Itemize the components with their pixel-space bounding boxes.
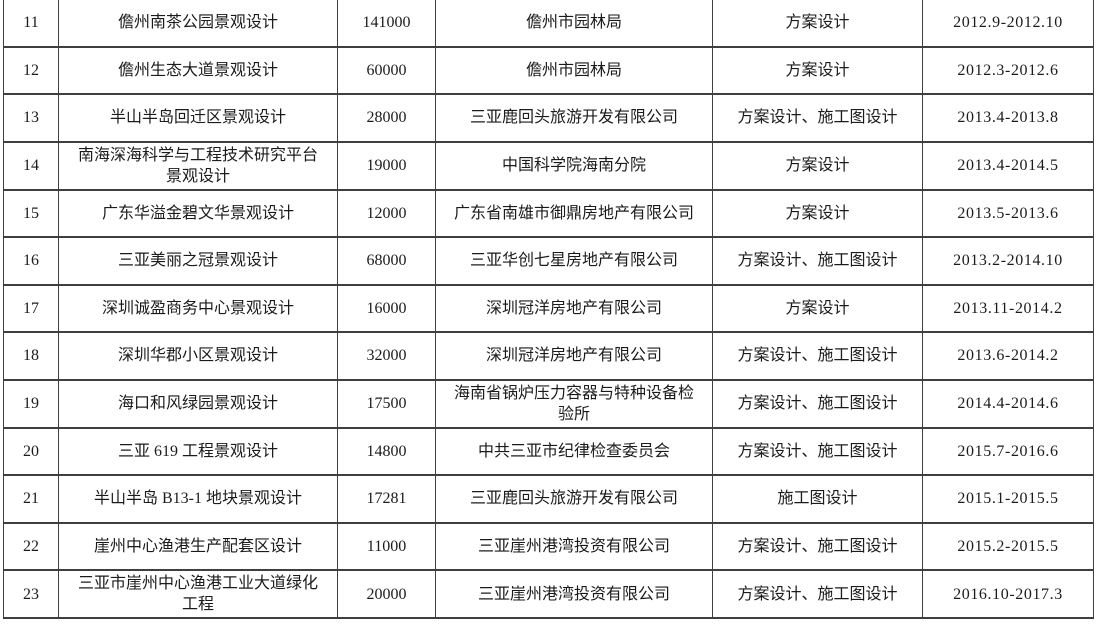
cell-project-name: 崖州中心渔港生产配套区设计	[58, 521, 338, 571]
cell-project-name: 半山半岛 B13-1 地块景观设计	[58, 474, 338, 524]
cell-design-scope: 方案设计	[712, 45, 923, 95]
cell-project-name: 三亚美丽之冠景观设计	[58, 236, 338, 286]
cell-time-period: 2015.2-2015.5	[922, 521, 1094, 571]
cell-client-name: 中共三亚市纪律检查委员会	[435, 426, 713, 476]
cell-project-name: 广东华溢金碧文华景观设计	[58, 188, 338, 238]
cell-project-name: 三亚 619 工程景观设计	[58, 426, 338, 476]
cell-project-name: 儋州生态大道景观设计	[58, 45, 338, 95]
table-row: 13 半山半岛回迁区景观设计 28000 三亚鹿回头旅游开发有限公司 方案设计、施工图设…	[3, 93, 1094, 143]
cell-client-name: 儋州市园林局	[435, 45, 713, 95]
cell-design-scope: 方案设计、施工图设计	[712, 378, 923, 429]
cell-design-scope: 方案设计、施工图设计	[712, 426, 923, 476]
cell-row-number: 21	[3, 474, 59, 524]
cell-time-period: 2015.1-2015.5	[922, 474, 1094, 524]
projects-table-body: 11 儋州南茶公园景观设计 141000 儋州市园林局 方案设计 2012.9-2012.…	[3, 0, 1094, 619]
cell-time-period: 2015.7-2016.6	[922, 426, 1094, 476]
cell-area-value: 12000	[337, 188, 436, 238]
cell-project-name: 儋州南茶公园景观设计	[58, 0, 338, 48]
cell-area-value: 20000	[337, 569, 436, 619]
cell-time-period: 2013.2-2014.10	[922, 236, 1094, 286]
cell-time-period: 2016.10-2017.3	[922, 569, 1094, 619]
cell-row-number: 19	[3, 378, 59, 429]
cell-time-period: 2013.11-2014.2	[922, 283, 1094, 333]
cell-design-scope: 方案设计	[712, 188, 923, 238]
cell-time-period: 2013.6-2014.2	[922, 331, 1094, 381]
cell-client-name: 三亚鹿回头旅游开发有限公司	[435, 93, 713, 143]
cell-area-value: 28000	[337, 93, 436, 143]
table-row: 15 广东华溢金碧文华景观设计 12000 广东省南雄市御鼎房地产有限公司 方案设计 20…	[3, 188, 1094, 238]
projects-table: 11 儋州南茶公园景观设计 141000 儋州市园林局 方案设计 2012.9-2012.…	[3, 0, 1094, 619]
cell-design-scope: 方案设计	[712, 140, 923, 191]
cell-row-number: 15	[3, 188, 59, 238]
cell-project-name: 深圳诚盈商务中心景观设计	[58, 283, 338, 333]
cell-area-value: 60000	[337, 45, 436, 95]
cell-area-value: 141000	[337, 0, 436, 48]
cell-row-number: 23	[3, 569, 59, 619]
cell-client-name: 三亚崖州港湾投资有限公司	[435, 569, 713, 619]
cell-area-value: 16000	[337, 283, 436, 333]
cell-row-number: 11	[3, 0, 59, 48]
cell-row-number: 20	[3, 426, 59, 476]
cell-row-number: 16	[3, 236, 59, 286]
cell-design-scope: 方案设计、施工图设计	[712, 93, 923, 143]
cell-client-name: 儋州市园林局	[435, 0, 713, 48]
cell-row-number: 12	[3, 45, 59, 95]
cell-client-name: 海南省锅炉压力容器与特种设备检验所	[435, 378, 713, 429]
cell-time-period: 2012.9-2012.10	[922, 0, 1094, 48]
table-row: 17 深圳诚盈商务中心景观设计 16000 深圳冠洋房地产有限公司 方案设计 2013.1…	[3, 283, 1094, 333]
cell-area-value: 14800	[337, 426, 436, 476]
table-row: 22 崖州中心渔港生产配套区设计 11000 三亚崖州港湾投资有限公司 方案设计、施工图…	[3, 521, 1094, 571]
table-row: 11 儋州南茶公园景观设计 141000 儋州市园林局 方案设计 2012.9-2012.…	[3, 0, 1094, 48]
cell-client-name: 三亚华创七星房地产有限公司	[435, 236, 713, 286]
cell-row-number: 18	[3, 331, 59, 381]
cell-client-name: 中国科学院海南分院	[435, 140, 713, 191]
cell-client-name: 深圳冠洋房地产有限公司	[435, 331, 713, 381]
table-row: 23 三亚市崖州中心渔港工业大道绿化工程 20000 三亚崖州港湾投资有限公司 方案设计…	[3, 569, 1094, 619]
cell-design-scope: 方案设计	[712, 283, 923, 333]
cell-project-name: 半山半岛回迁区景观设计	[58, 93, 338, 143]
cell-project-name: 南海深海科学与工程技术研究平台景观设计	[58, 140, 338, 191]
cell-time-period: 2014.4-2014.6	[922, 378, 1094, 429]
cell-row-number: 13	[3, 93, 59, 143]
table-row: 21 半山半岛 B13-1 地块景观设计 17281 三亚鹿回头旅游开发有限公司 施工图…	[3, 474, 1094, 524]
cell-time-period: 2012.3-2012.6	[922, 45, 1094, 95]
cell-client-name: 广东省南雄市御鼎房地产有限公司	[435, 188, 713, 238]
cell-design-scope: 方案设计、施工图设计	[712, 236, 923, 286]
table-row: 14 南海深海科学与工程技术研究平台景观设计 19000 中国科学院海南分院 方案设计 2…	[3, 140, 1094, 191]
cell-client-name: 三亚鹿回头旅游开发有限公司	[435, 474, 713, 524]
cell-design-scope: 方案设计、施工图设计	[712, 521, 923, 571]
cell-row-number: 17	[3, 283, 59, 333]
cell-area-value: 32000	[337, 331, 436, 381]
cell-time-period: 2013.4-2013.8	[922, 93, 1094, 143]
cell-design-scope: 施工图设计	[712, 474, 923, 524]
cell-project-name: 海口和风绿园景观设计	[58, 378, 338, 429]
cell-project-name: 三亚市崖州中心渔港工业大道绿化工程	[58, 569, 338, 619]
table-row: 16 三亚美丽之冠景观设计 68000 三亚华创七星房地产有限公司 方案设计、施工图设计…	[3, 236, 1094, 286]
cell-client-name: 深圳冠洋房地产有限公司	[435, 283, 713, 333]
cell-project-name: 深圳华郡小区景观设计	[58, 331, 338, 381]
table-row: 18 深圳华郡小区景观设计 32000 深圳冠洋房地产有限公司 方案设计、施工图设计 20…	[3, 331, 1094, 381]
cell-row-number: 14	[3, 140, 59, 191]
cell-area-value: 17281	[337, 474, 436, 524]
cell-row-number: 22	[3, 521, 59, 571]
cell-time-period: 2013.4-2014.5	[922, 140, 1094, 191]
cell-area-value: 17500	[337, 378, 436, 429]
cell-design-scope: 方案设计、施工图设计	[712, 569, 923, 619]
table-row: 20 三亚 619 工程景观设计 14800 中共三亚市纪律检查委员会 方案设计、施工图…	[3, 426, 1094, 476]
cell-area-value: 68000	[337, 236, 436, 286]
cell-design-scope: 方案设计、施工图设计	[712, 331, 923, 381]
table-row: 12 儋州生态大道景观设计 60000 儋州市园林局 方案设计 2012.3-2012.6	[3, 45, 1094, 95]
table-row: 19 海口和风绿园景观设计 17500 海南省锅炉压力容器与特种设备检验所 方案设计、施…	[3, 378, 1094, 429]
cell-area-value: 11000	[337, 521, 436, 571]
cell-design-scope: 方案设计	[712, 0, 923, 48]
cell-client-name: 三亚崖州港湾投资有限公司	[435, 521, 713, 571]
cell-area-value: 19000	[337, 140, 436, 191]
cell-time-period: 2013.5-2013.6	[922, 188, 1094, 238]
